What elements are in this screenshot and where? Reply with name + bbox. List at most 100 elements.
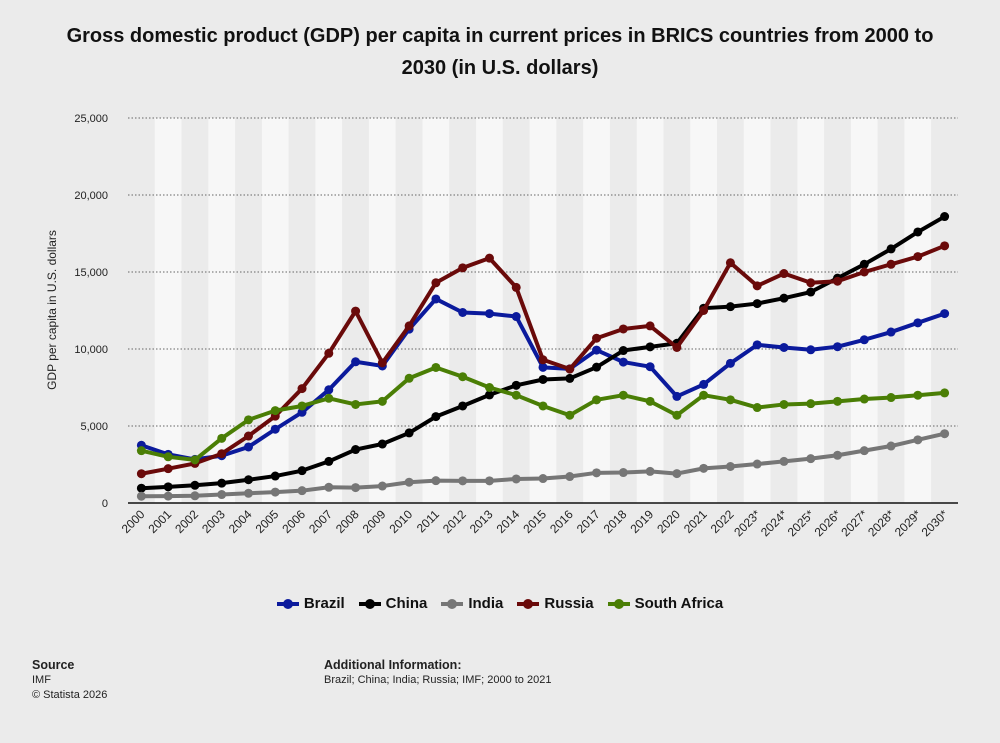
x-tick-label: 2029* — [892, 507, 924, 539]
y-axis-label: GDP per capita in U.S. dollars — [45, 230, 59, 390]
data-point — [136, 446, 146, 456]
data-point — [699, 379, 709, 389]
data-point — [645, 321, 655, 331]
data-point — [806, 399, 816, 409]
data-point — [243, 431, 253, 441]
column-band — [824, 118, 851, 503]
y-tick-label: 5,000 — [80, 421, 108, 433]
data-point — [270, 406, 280, 416]
data-point — [431, 362, 441, 372]
x-tick-label: 2021 — [681, 507, 710, 536]
data-point — [243, 442, 253, 452]
column-band — [315, 118, 343, 503]
data-point — [217, 433, 227, 443]
data-point — [511, 390, 521, 400]
data-point — [163, 464, 173, 474]
column-band — [663, 118, 691, 503]
x-tick-label: 2013 — [467, 507, 496, 536]
data-point — [779, 342, 789, 352]
legend-marker-icon — [276, 598, 299, 609]
data-point — [217, 490, 227, 500]
data-point — [511, 474, 521, 484]
column-band — [743, 118, 771, 503]
copyright[interactable]: © Statista 2026 — [32, 689, 108, 701]
data-point — [538, 474, 548, 484]
x-tick-label: 2007 — [306, 507, 335, 536]
x-tick-label: 2030* — [919, 507, 951, 539]
data-point — [565, 410, 575, 420]
data-point — [431, 278, 441, 288]
data-point — [699, 463, 709, 473]
x-tick-label: 2026* — [812, 507, 844, 539]
data-point — [431, 412, 441, 422]
data-point — [190, 480, 200, 490]
column-band — [877, 118, 905, 503]
column-band — [529, 118, 557, 503]
x-tick-label: 2028* — [865, 507, 897, 539]
data-point — [163, 491, 173, 501]
x-tick-label: 2024* — [758, 507, 790, 539]
data-point — [404, 477, 414, 487]
column-band — [609, 118, 637, 503]
data-point — [484, 383, 494, 392]
data-point — [645, 362, 655, 372]
x-tick-label: 2004 — [226, 507, 255, 536]
data-point — [404, 428, 414, 438]
legend-item[interactable]: China — [358, 595, 427, 612]
data-point — [136, 469, 146, 479]
legend-item[interactable]: Brazil — [276, 595, 345, 612]
data-point — [458, 401, 468, 411]
data-point — [886, 259, 896, 269]
data-point — [538, 355, 548, 365]
data-point — [431, 294, 441, 304]
x-tick-label: 2025* — [785, 507, 817, 539]
data-point — [297, 384, 307, 394]
data-point — [833, 276, 843, 286]
data-point — [270, 487, 280, 497]
legend-label: India — [468, 595, 504, 612]
y-tick-label: 10,000 — [74, 344, 108, 356]
data-point — [324, 385, 334, 395]
data-point — [752, 459, 762, 469]
data-point — [806, 454, 816, 464]
data-point — [940, 429, 950, 439]
data-point — [351, 483, 361, 493]
column-band — [128, 118, 155, 503]
legend-item[interactable]: India — [441, 595, 503, 612]
data-point — [136, 483, 146, 493]
data-point — [592, 362, 602, 372]
data-point — [190, 491, 200, 501]
data-point — [404, 373, 414, 383]
column-band — [556, 118, 584, 503]
data-point — [618, 390, 628, 400]
y-tick-label: 25,000 — [74, 113, 108, 125]
info-label: Additional Information: — [324, 658, 462, 672]
x-tick-label: 2000 — [119, 507, 148, 536]
x-tick-label: 2008 — [333, 507, 362, 536]
data-point — [618, 468, 628, 478]
data-point — [833, 342, 843, 352]
data-point — [752, 403, 762, 413]
legend-label: Russia — [544, 595, 594, 612]
data-point — [243, 415, 253, 425]
legend-item[interactable]: South Africa — [607, 595, 723, 612]
data-point — [163, 482, 173, 492]
data-point — [377, 358, 387, 368]
data-point — [806, 278, 816, 288]
data-point — [592, 345, 602, 355]
x-tick-label: 2011 — [414, 507, 442, 535]
legend-item[interactable]: Russia — [517, 595, 594, 612]
data-point — [565, 373, 575, 383]
data-point — [645, 342, 655, 352]
data-point — [672, 469, 682, 479]
data-point — [886, 441, 896, 451]
x-tick-label: 2005 — [253, 507, 282, 536]
column-band — [770, 118, 798, 503]
x-tick-label: 2019 — [627, 507, 656, 536]
data-point — [618, 324, 628, 334]
data-point — [645, 396, 655, 406]
data-point — [913, 435, 923, 445]
data-point — [163, 452, 173, 462]
data-point — [859, 259, 869, 269]
y-tick-label: 0 — [102, 498, 108, 510]
